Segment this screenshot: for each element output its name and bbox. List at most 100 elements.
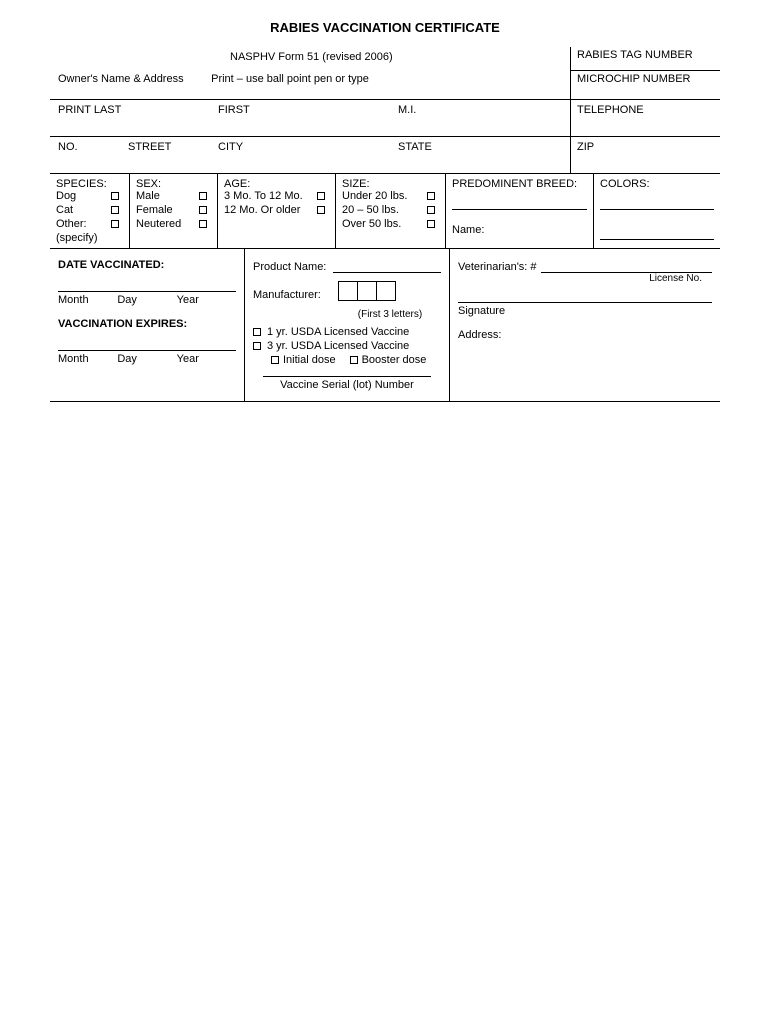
age-header: AGE: <box>224 178 329 190</box>
header-right: RABIES TAG NUMBER MICROCHIP NUMBER <box>570 47 720 99</box>
header-row: NASPHV Form 51 (revised 2006) Owner's Na… <box>50 47 720 100</box>
species-cell: SPECIES: Dog Cat Other: (specify) <box>50 174 130 248</box>
vaccination-row: DATE VACCINATED: Month Day Year VACCINAT… <box>50 249 720 402</box>
sex-cell: SEX: Male Female Neutered <box>130 174 218 248</box>
vet-header: Veterinarian's: # <box>458 261 537 273</box>
date-vaccinated-label: DATE VACCINATED: <box>58 259 236 271</box>
sex-neutered-checkbox[interactable] <box>199 220 207 228</box>
initial-dose-label: Initial dose <box>283 354 336 366</box>
initial-dose-checkbox[interactable] <box>271 356 279 364</box>
breed-cell: PREDOMINENT BREED: Name: <box>446 174 594 248</box>
first3-label: (First 3 letters) <box>339 309 441 320</box>
print-last-label: PRINT LAST <box>58 104 218 116</box>
city-label: CITY <box>218 141 398 153</box>
animal-row: SPECIES: Dog Cat Other: (specify) SEX: M… <box>50 174 720 249</box>
header-left: NASPHV Form 51 (revised 2006) Owner's Na… <box>50 47 570 99</box>
vet-number-input[interactable] <box>541 259 712 273</box>
manufacturer-boxes[interactable] <box>339 281 396 301</box>
colors-cell: COLORS: <box>594 174 720 248</box>
expires-label: VACCINATION EXPIRES: <box>58 318 236 330</box>
mfr-box-2[interactable] <box>357 281 377 301</box>
product-name-input[interactable] <box>333 259 441 273</box>
vet-cell: Veterinarian's: # License No. Signature … <box>450 249 720 401</box>
date-vaccinated-input[interactable]: Month Day Year <box>58 291 236 306</box>
species-cat-checkbox[interactable] <box>111 206 119 214</box>
telephone-field[interactable]: TELEPHONE <box>570 100 720 136</box>
license-no-label: License No. <box>458 273 712 284</box>
date-expires-input[interactable]: Month Day Year <box>58 350 236 365</box>
mi-label: M.I. <box>398 104 518 116</box>
doc-title: RABIES VACCINATION CERTIFICATE <box>50 20 720 35</box>
sex-female-checkbox[interactable] <box>199 206 207 214</box>
mfr-box-1[interactable] <box>338 281 358 301</box>
vacc-3yr-checkbox[interactable] <box>253 342 261 350</box>
address-row: NO. STREET CITY STATE ZIP <box>50 137 720 174</box>
age-cell: AGE: 3 Mo. To 12 Mo. 12 Mo. Or older <box>218 174 336 248</box>
sex-male-checkbox[interactable] <box>199 192 207 200</box>
breed-name-label: Name: <box>452 224 587 236</box>
ex-month: Month <box>58 353 117 365</box>
first-label: FIRST <box>218 104 398 116</box>
manufacturer-label: Manufacturer: <box>253 289 333 301</box>
name-row: PRINT LAST FIRST M.I. TELEPHONE <box>50 100 720 137</box>
mfr-box-3[interactable] <box>376 281 396 301</box>
sex-neutered-label: Neutered <box>136 218 195 230</box>
colors-header: COLORS: <box>600 178 714 190</box>
state-label: STATE <box>398 141 518 153</box>
species-cat-label: Cat <box>56 204 107 216</box>
sex-header: SEX: <box>136 178 211 190</box>
signature-label: Signature <box>458 302 712 317</box>
zip-field[interactable]: ZIP <box>570 137 720 173</box>
age-1-checkbox[interactable] <box>317 192 325 200</box>
size-3-label: Over 50 lbs. <box>342 218 423 230</box>
owner-label: Owner's Name & Address <box>58 73 184 85</box>
colors-input-1[interactable] <box>600 196 714 210</box>
breed-input[interactable] <box>452 196 587 210</box>
species-other-label: Other: <box>56 218 107 230</box>
no-label: NO. <box>58 141 128 153</box>
size-cell: SIZE: Under 20 lbs. 20 – 50 lbs. Over 50… <box>336 174 446 248</box>
product-cell: Product Name: Manufacturer: (First 3 let… <box>245 249 450 401</box>
dv-day: Day <box>117 294 176 306</box>
dv-year: Year <box>177 294 236 306</box>
species-specify-label: (specify) <box>56 232 123 244</box>
serial-label: Vaccine Serial (lot) Number <box>263 376 431 391</box>
age-2-checkbox[interactable] <box>317 206 325 214</box>
vacc-1yr-label: 1 yr. USDA Licensed Vaccine <box>267 326 409 338</box>
ex-year: Year <box>177 353 236 365</box>
ex-day: Day <box>117 353 176 365</box>
address-row-left[interactable]: NO. STREET CITY STATE <box>50 137 570 173</box>
vacc-3yr-label: 3 yr. USDA Licensed Vaccine <box>267 340 409 352</box>
size-2-label: 20 – 50 lbs. <box>342 204 423 216</box>
form-area: NASPHV Form 51 (revised 2006) Owner's Na… <box>50 47 720 402</box>
age-2-label: 12 Mo. Or older <box>224 204 313 216</box>
species-other-checkbox[interactable] <box>111 220 119 228</box>
booster-dose-checkbox[interactable] <box>350 356 358 364</box>
name-row-left[interactable]: PRINT LAST FIRST M.I. <box>50 100 570 136</box>
size-1-checkbox[interactable] <box>427 192 435 200</box>
size-1-label: Under 20 lbs. <box>342 190 423 202</box>
address-label: Address: <box>458 329 712 341</box>
sex-female-label: Female <box>136 204 195 216</box>
microchip-field[interactable]: MICROCHIP NUMBER <box>571 71 720 99</box>
species-dog-label: Dog <box>56 190 107 202</box>
dv-month: Month <box>58 294 117 306</box>
sex-male-label: Male <box>136 190 195 202</box>
form-id: NASPHV Form 51 (revised 2006) <box>50 51 570 73</box>
owner-line: Owner's Name & Address Print – use ball … <box>50 73 570 85</box>
owner-hint: Print – use ball point pen or type <box>211 73 369 85</box>
booster-dose-label: Booster dose <box>362 354 427 366</box>
size-2-checkbox[interactable] <box>427 206 435 214</box>
street-label: STREET <box>128 141 218 153</box>
breed-header: PREDOMINENT BREED: <box>452 178 587 190</box>
species-dog-checkbox[interactable] <box>111 192 119 200</box>
colors-input-2[interactable] <box>600 226 714 240</box>
date-cell: DATE VACCINATED: Month Day Year VACCINAT… <box>50 249 245 401</box>
species-header: SPECIES: <box>56 178 123 190</box>
age-1-label: 3 Mo. To 12 Mo. <box>224 190 313 202</box>
size-header: SIZE: <box>342 178 439 190</box>
product-name-label: Product Name: <box>253 261 333 273</box>
vacc-1yr-checkbox[interactable] <box>253 328 261 336</box>
size-3-checkbox[interactable] <box>427 220 435 228</box>
rabies-tag-field[interactable]: RABIES TAG NUMBER <box>571 47 720 71</box>
